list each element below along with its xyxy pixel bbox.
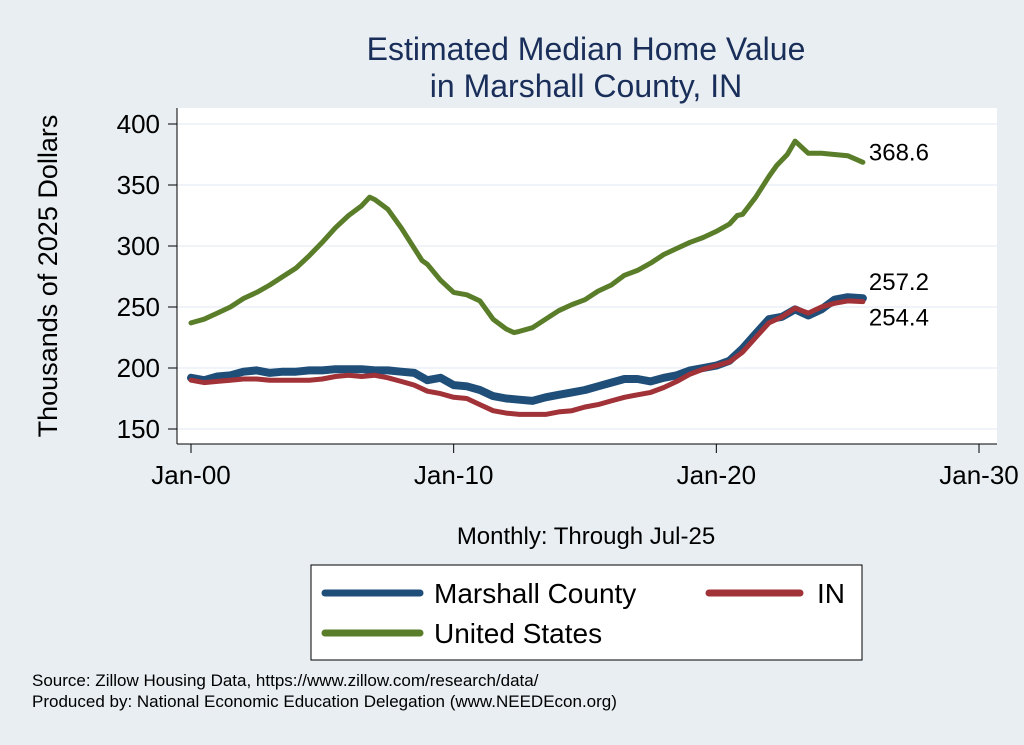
legend-label-in: IN [817, 578, 845, 609]
chart-title-line-2: in Marshall County, IN [430, 68, 742, 104]
end-label-marshall-county: 257.2 [869, 269, 929, 296]
legend: Marshall County IN United States [310, 564, 863, 661]
x-tick-label-2000: Jan-00 [151, 460, 231, 490]
source-note: Source: Zillow Housing Data, https://www… [32, 671, 539, 690]
y-tick-label-250: 250 [117, 292, 160, 322]
y-tick-label-150: 150 [117, 414, 160, 444]
y-tick-label-300: 300 [117, 231, 160, 261]
series-lines [187, 138, 867, 417]
series-line-united-states [188, 138, 866, 336]
end-label-united-states: 368.6 [869, 139, 929, 166]
x-axis-label: Monthly: Through Jul-25 [457, 523, 715, 550]
legend-box [310, 564, 863, 661]
produced-by-note: Produced by: National Economic Education… [32, 692, 617, 711]
y-tick-label-350: 350 [117, 170, 160, 200]
chart-title-line-1: Estimated Median Home Value [367, 31, 806, 67]
y-tick-label-200: 200 [117, 353, 160, 383]
x-axis-ticks: Jan-00 Jan-10 Jan-20 Jan-30 [151, 444, 1019, 490]
y-tick-label-400: 400 [117, 109, 160, 139]
x-tick-label-2010: Jan-10 [414, 460, 494, 490]
legend-label-marshall-county: Marshall County [434, 578, 636, 609]
end-labels: 257.2 254.4 368.6 [869, 139, 929, 331]
series-line-in [188, 298, 866, 417]
x-tick-label-2030: Jan-30 [939, 460, 1019, 490]
y-axis-label: Thousands of 2025 Dollars [33, 115, 63, 438]
legend-label-united-states: United States [434, 618, 602, 649]
y-axis-ticks: 150 200 250 300 350 400 [117, 109, 177, 444]
end-label-in: 254.4 [869, 305, 929, 332]
x-tick-label-2020: Jan-20 [677, 460, 757, 490]
